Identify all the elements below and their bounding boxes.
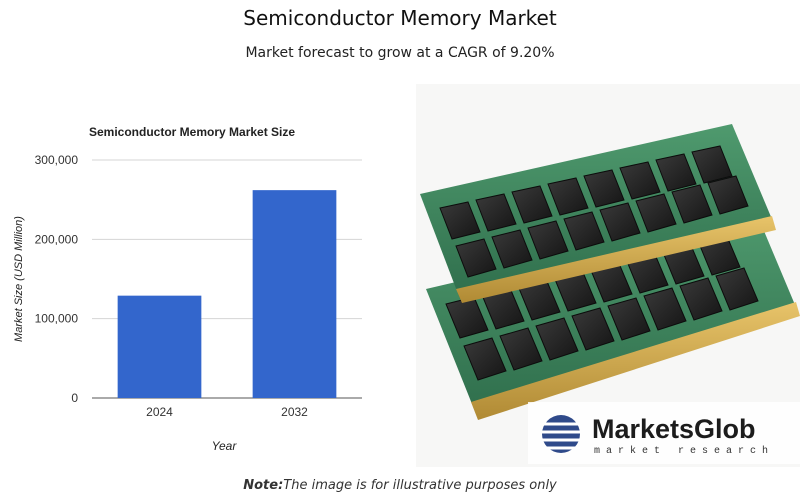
note-label: Note: <box>243 478 284 493</box>
y-tick-label: 0 <box>71 391 78 405</box>
ram-modules-image: MarketsGlob market research <box>420 124 800 464</box>
marketsglob-logo: MarketsGlob market research <box>528 402 800 464</box>
logo-tagline: market research <box>594 445 774 457</box>
ram-module-lower <box>426 212 800 420</box>
x-axis-ticks: 2024 2032 <box>146 405 308 419</box>
note-text: The image is for illustrative purposes o… <box>283 478 557 493</box>
y-tick-label: 100,000 <box>35 312 79 326</box>
x-tick-label: 2024 <box>146 405 173 419</box>
chart-title: Semiconductor Memory Market Size <box>89 125 295 139</box>
x-axis-label: Year <box>212 439 238 453</box>
chart-svg: Semiconductor Memory Market Size 0 100,00… <box>13 125 362 453</box>
x-tick-label: 2032 <box>281 405 308 419</box>
ram-illustration: MarketsGlob market research <box>416 84 800 467</box>
y-axis-ticks: 0 100,000 200,000 300,000 <box>35 153 79 405</box>
striped-globe-icon <box>542 415 580 453</box>
bar-2024 <box>117 295 202 398</box>
bar-2032 <box>252 190 337 398</box>
illustration-note: Note:The image is for illustrative purpo… <box>0 478 800 493</box>
page-title: Semiconductor Memory Market <box>243 6 557 30</box>
logo-name: MarketsGlob <box>592 414 756 444</box>
y-tick-label: 200,000 <box>35 232 79 246</box>
y-tick-label: 300,000 <box>35 153 79 167</box>
bar-chart: Semiconductor Memory Market Size 0 100,00… <box>0 118 400 463</box>
ram-module-upper <box>420 124 776 303</box>
y-axis-label: Market Size (USD Million) <box>13 216 25 342</box>
chart-bars <box>117 190 337 398</box>
page-subtitle: Market forecast to grow at a CAGR of 9.2… <box>245 45 555 61</box>
